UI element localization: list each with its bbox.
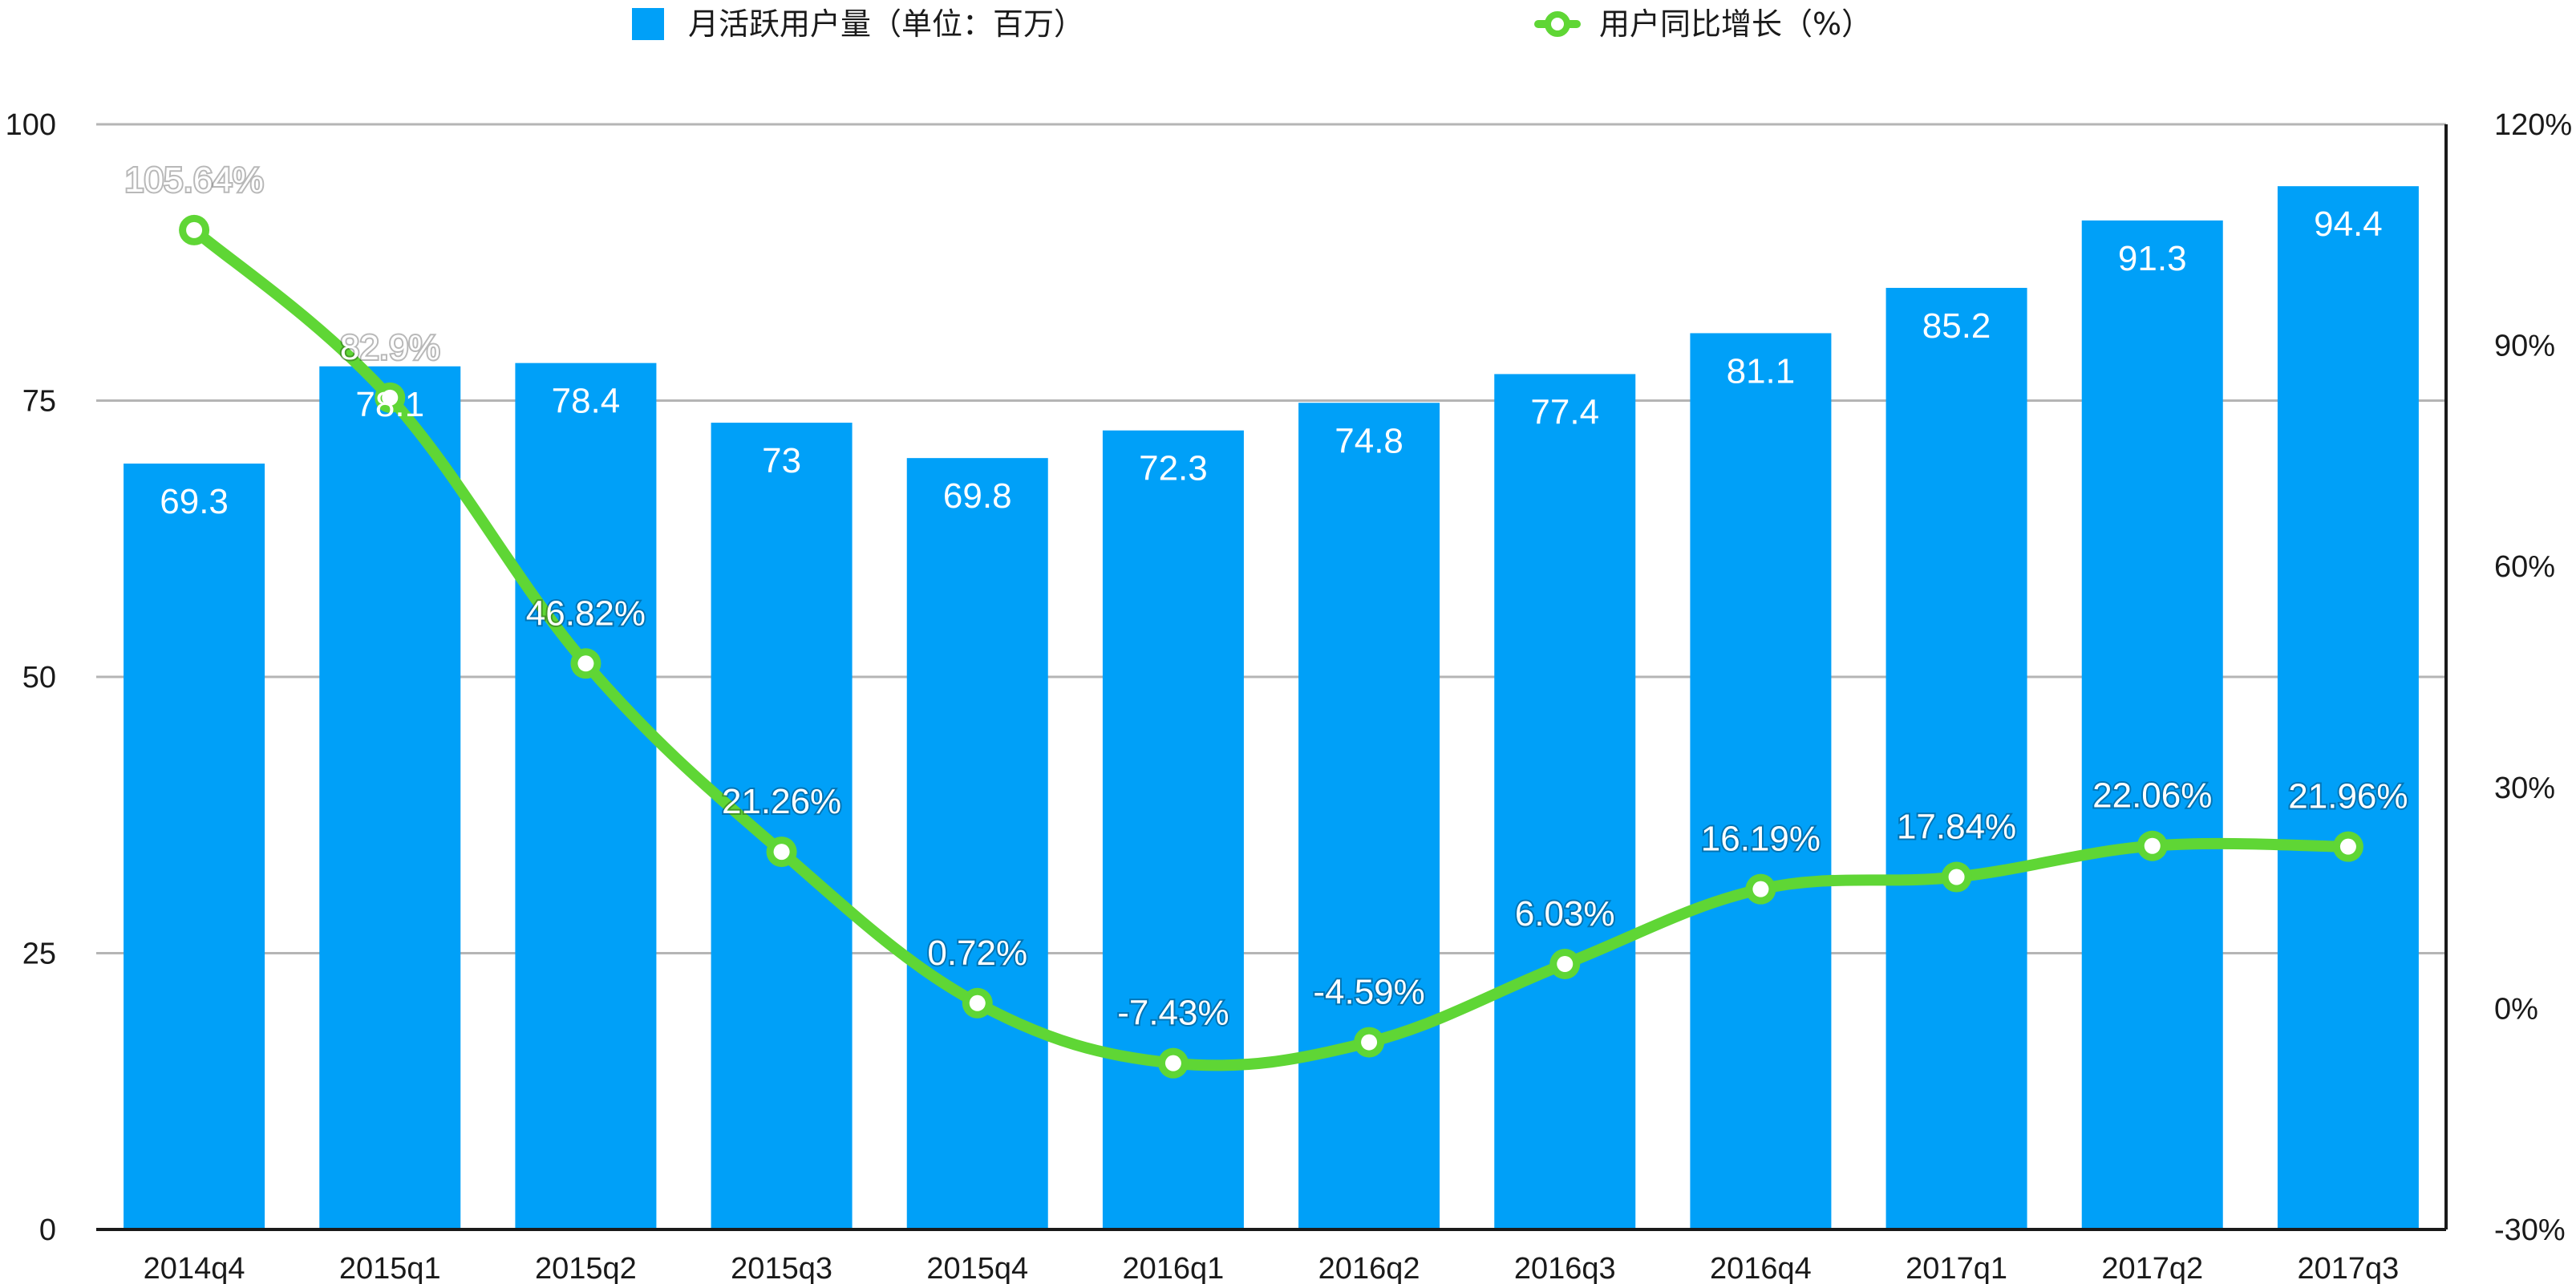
bar-value-label: 69.8 [943,476,1012,516]
bar [1298,403,1440,1230]
y2-tick-label: 120% [2494,108,2572,142]
x-tick-label: 2016q4 [1710,1252,1812,1284]
line-point [1752,881,1769,897]
line-point [773,844,790,861]
bar-value-label: 74.8 [1335,421,1403,460]
bar-value-label: 72.3 [1139,449,1208,488]
bar-value-label: 77.4 [1530,392,1599,431]
y-tick-label: 75 [22,385,56,419]
y2-tick-label: -30% [2494,1213,2566,1247]
y-tick-label: 100 [6,108,56,142]
line-point [382,389,399,406]
bar [711,423,853,1229]
line-series [179,214,2363,1079]
x-tick-label: 2015q4 [926,1252,1028,1284]
x-tick-label: 2017q2 [2101,1252,2203,1284]
line-point [1361,1034,1378,1051]
x-tick-label: 2015q3 [731,1252,832,1284]
bar-value-label: 69.3 [160,482,229,521]
line-point [577,655,594,672]
y2-tick-label: 0% [2494,992,2538,1026]
line-value-label: 105.64% [124,160,264,200]
legend-line-label: 用户同比增长（%） [1599,6,1872,42]
line-value-label: 16.19% [1701,820,1821,859]
line-value-label: -4.59% [1313,973,1424,1012]
x-tick-label: 2016q3 [1514,1252,1616,1284]
x-tick-label: 2017q1 [1906,1252,2007,1284]
bar [906,458,1048,1229]
line-value-label: 82.9% [340,328,440,367]
legend-line-marker [1545,11,1570,37]
line-point [1164,1055,1181,1071]
y2-tick-label: 60% [2494,550,2555,584]
line-point [2144,837,2161,854]
line-value-label: 22.06% [2092,776,2212,816]
x-tick-label: 2017q3 [2298,1252,2400,1284]
line-value-label: -7.43% [1117,994,1229,1033]
line-point [969,994,986,1011]
line-point [1948,869,1965,885]
y2-tick-label: 90% [2494,330,2555,363]
line-value-label: 21.96% [2288,777,2408,816]
y-tick-label: 50 [22,661,56,695]
line-value-label: 17.84% [1897,808,2016,847]
bar-value-label: 94.4 [2314,205,2383,244]
y2-tick-label: 30% [2494,772,2555,805]
gridlines [96,123,2446,954]
bar [2081,220,2223,1229]
bar [319,366,461,1230]
bar-value-label: 91.3 [2118,239,2187,278]
bar-value-label: 85.2 [1922,306,1991,346]
bar [2277,186,2419,1230]
y-tick-label: 0 [39,1213,56,1247]
bar [1494,374,1636,1230]
line-value-label: 46.82% [526,593,646,633]
bar [1102,430,1244,1229]
axes: 0 25 50 75 100 -30% 0% 30% 60% 90% 120% 2014q4 2015q… [6,108,2573,1284]
legend-bar-swatch [632,8,664,40]
x-tick-label: 2016q2 [1318,1252,1420,1284]
y-tick-label: 25 [22,938,56,971]
bar-series [124,186,2419,1230]
data-labels: 69.3 78.1 78.4 73 69.8 72.3 74.8 77.4 81.1 85.2 91… [123,159,2409,1035]
legend-bar-label: 月活跃用户量（单位：百万） [688,6,1084,42]
x-tick-label: 2015q2 [535,1252,637,1284]
bar [124,464,265,1229]
bar-value-label: 73 [762,441,801,480]
bar-value-label: 78.1 [355,385,424,424]
x-tick-label: 2016q1 [1123,1252,1225,1284]
line-point [2339,838,2356,855]
line-point [186,221,203,238]
bar-value-label: 81.1 [1727,351,1796,391]
bar [1690,333,1832,1229]
bar-value-label: 78.4 [552,382,621,421]
legend: 月活跃用户量（单位：百万） 用户同比增长（%） [632,6,1872,42]
bar [515,363,657,1230]
x-tick-label: 2015q1 [339,1252,441,1284]
x-tick-label: 2014q4 [144,1252,245,1284]
line-value-label: 0.72% [927,934,1027,973]
line-value-label: 6.03% [1515,894,1615,934]
bar [1885,287,2027,1230]
line-value-label: 21.26% [722,782,841,821]
line-point [1557,956,1574,973]
